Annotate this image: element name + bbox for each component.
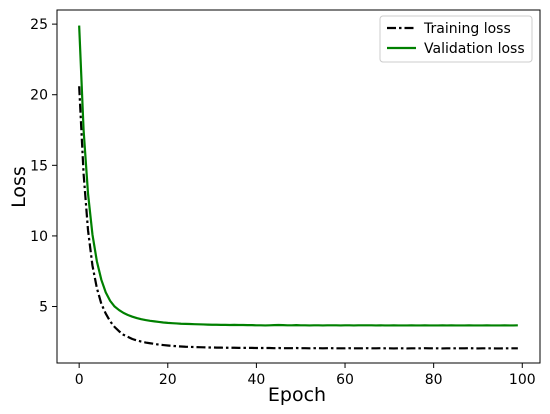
legend-label-validation-loss: Validation loss (424, 41, 525, 57)
y-tick-label: 5 (39, 300, 48, 316)
legend: Training loss Validation loss (379, 15, 533, 63)
axes: 0 20 40 60 80 100 5 10 15 20 25 (30, 9, 541, 388)
training-loss-line (78, 86, 518, 350)
y-axis-title: Loss (8, 166, 30, 208)
validation-loss-line (78, 25, 518, 327)
x-tick-label: 20 (159, 372, 177, 388)
legend-box (379, 15, 533, 63)
y-tick-label: 10 (30, 229, 48, 245)
y-tick-label: 15 (30, 158, 48, 174)
y-tick-label: 25 (30, 17, 48, 33)
y-tick-label: 20 (30, 88, 48, 104)
x-tick-label: 0 (75, 372, 84, 388)
x-tick-label: 40 (247, 372, 265, 388)
plot-frame (56, 9, 541, 364)
plot-area (78, 25, 518, 350)
x-tick-label: 100 (509, 372, 536, 388)
x-tick-label: 60 (336, 372, 354, 388)
legend-label-training-loss: Training loss (423, 21, 511, 37)
x-axis-title: Epoch (268, 384, 326, 406)
x-tick-label: 80 (425, 372, 443, 388)
